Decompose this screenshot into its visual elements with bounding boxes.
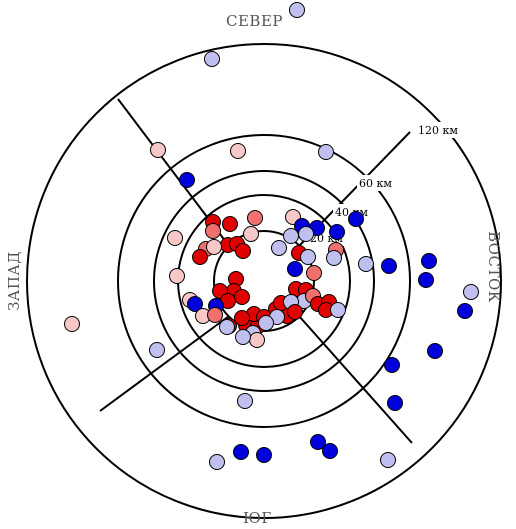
data-point-lavender (209, 454, 225, 470)
data-point-dark-red (287, 304, 303, 320)
data-point-dark-red (234, 310, 250, 326)
north-label: СЕВЕР (226, 12, 283, 30)
data-point-pink (169, 268, 185, 284)
data-point-dark-blue (427, 343, 443, 359)
data-point-dark-blue (187, 296, 203, 312)
data-point-lavender (463, 284, 479, 300)
data-point-dark-blue (233, 444, 249, 460)
data-point-lavender (204, 51, 220, 67)
sector-line-se (298, 315, 413, 444)
data-point-dark-blue (457, 303, 473, 319)
data-point-lavender (330, 302, 346, 318)
data-point-lavender (358, 256, 374, 272)
data-point-dark-red (235, 243, 251, 259)
data-point-pink (230, 143, 246, 159)
data-point-dark-red (222, 216, 238, 232)
data-point-dark-blue (381, 258, 397, 274)
data-point-lavender (271, 240, 287, 256)
data-point-pink (64, 316, 80, 332)
east-label: ВОСТОК (484, 231, 503, 303)
data-point-dark-blue (421, 253, 437, 269)
data-point-lavender (318, 144, 334, 160)
data-point-lavender (380, 452, 396, 468)
data-point-dark-red (192, 249, 208, 265)
west-label: ЗАПАД (4, 251, 23, 311)
data-point-lavender (300, 249, 316, 265)
ring-60km-circle (153, 170, 375, 392)
data-point-dark-blue (348, 211, 364, 227)
data-point-dark-blue (387, 395, 403, 411)
data-point-pink (243, 226, 259, 242)
data-point-lavender (219, 319, 235, 335)
data-point-dark-blue (329, 224, 345, 240)
south-label: ЮГ (243, 509, 272, 527)
data-point-dark-blue (256, 447, 272, 463)
data-point-dark-blue (322, 443, 338, 459)
ring-circles (26, 43, 502, 519)
data-point-lavender (283, 228, 299, 244)
outer-boundary-circle (26, 43, 502, 519)
data-point-dark-blue (418, 272, 434, 288)
data-point-pink (167, 230, 183, 246)
ring-label-120: 120 км (418, 124, 458, 137)
data-point-light-red (247, 210, 263, 226)
ring-120km-circle (117, 134, 411, 428)
data-point-light-red (205, 223, 221, 239)
data-point-light-red (306, 265, 322, 281)
data-point-light-red (207, 307, 223, 323)
data-point-lavender (237, 393, 253, 409)
data-point-pink (150, 142, 166, 158)
data-point-lavender (298, 226, 314, 242)
sector-line-sw (99, 315, 230, 412)
data-point-dark-blue (287, 261, 303, 277)
data-point-lavender (289, 2, 305, 18)
data-point-dark-blue (179, 172, 195, 188)
data-point-dark-red (234, 289, 250, 305)
data-point-lavender (326, 250, 342, 266)
ring-label-60: 60 км (359, 177, 392, 190)
data-points (64, 2, 479, 470)
data-point-pink (249, 332, 265, 348)
data-point-lavender (149, 342, 165, 358)
data-point-lavender (258, 315, 274, 331)
data-point-dark-blue (384, 357, 400, 373)
data-point-lavender (235, 329, 251, 345)
data-point-dark-blue (310, 434, 326, 450)
data-point-pink (206, 239, 222, 255)
